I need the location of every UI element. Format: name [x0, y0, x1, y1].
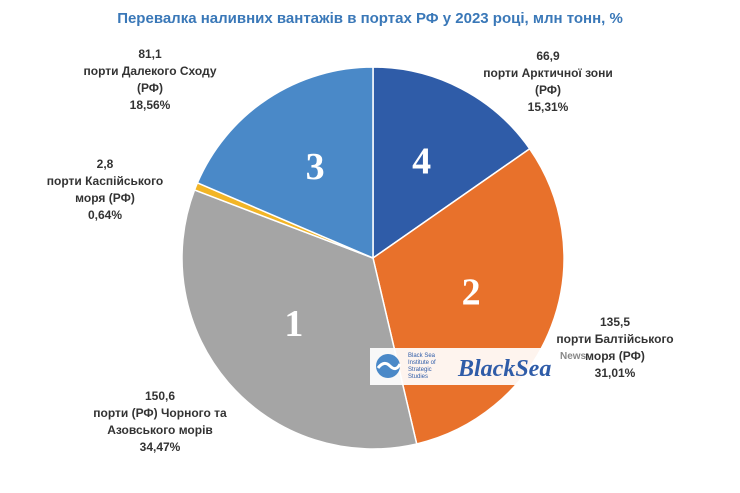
value-label: 135,5 [599, 315, 631, 329]
value-label: 150,6 [144, 389, 176, 403]
category-label: порти Арктичної зони (РФ) [483, 66, 613, 97]
percent-label: 31,01% [594, 366, 636, 380]
percent-label: 15,31% [527, 100, 569, 114]
value-label: 2,8 [96, 157, 114, 171]
chart-title: Перевалка наливних вантажів в портах РФ … [117, 10, 623, 27]
watermark-brand: BlackSea [458, 356, 552, 382]
data-label: 81,1 порти Далекого Сходу (РФ) 18,56% [75, 46, 225, 114]
slice-number: 1 [284, 303, 303, 345]
watermark-institute: Black Sea Institute of Strategic Studies [408, 353, 436, 380]
data-label: 66,9 порти Арктичної зони (РФ) 15,31% [473, 48, 623, 116]
watermark-logo [376, 354, 402, 378]
pie-slice [181, 188, 418, 450]
slice-number: 2 [462, 271, 481, 313]
data-label: 135,5 порти Балтійського моря (РФ) 31,01% [550, 314, 680, 382]
value-label: 81,1 [138, 47, 162, 61]
category-label: порти Каспійського моря (РФ) [46, 174, 164, 205]
percent-label: 18,56% [129, 98, 171, 112]
data-label: 2,8 порти Каспійського моря (РФ) 0,64% [40, 156, 170, 224]
percent-label: 34,47% [139, 440, 181, 454]
watermark-brand-sup: News [560, 351, 587, 362]
category-label: порти (РФ) Чорного та Азовського морів [93, 406, 227, 437]
slice-number: 4 [412, 141, 431, 183]
slice-number: 3 [306, 146, 325, 188]
value-label: 66,9 [536, 49, 560, 63]
category-label: порти Далекого Сходу (РФ) [83, 64, 217, 95]
pie-slice [196, 66, 374, 260]
watermark: Black Sea Institute of Strategic Studies… [370, 348, 587, 385]
category-label: порти Балтійського моря (РФ) [556, 332, 674, 363]
pie-slice [372, 66, 531, 260]
percent-label: 0,64% [87, 208, 123, 222]
data-label: 150,6 порти (РФ) Чорного та Азовського мо… [80, 388, 240, 456]
